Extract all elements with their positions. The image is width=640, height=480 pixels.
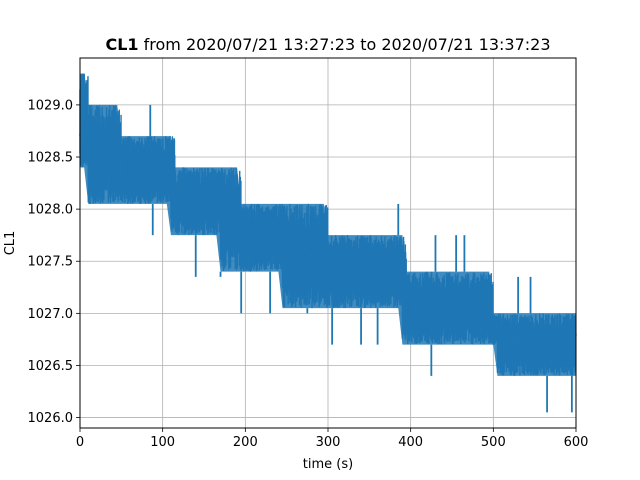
y-tick-label: 1028.0 xyxy=(28,203,74,218)
ticks: 0 100 200 300 400 500 600 1026.0 1026.5 1027.0 102… xyxy=(28,98,589,450)
x-axis-label: time (s) xyxy=(303,457,353,472)
y-tick-label: 1027.0 xyxy=(28,307,74,322)
x-tick-label: 300 xyxy=(316,435,341,450)
y-tick-label: 1027.5 xyxy=(28,255,74,270)
x-tick-label: 200 xyxy=(233,435,258,450)
x-tick-label: 500 xyxy=(481,435,506,450)
x-tick-label: 0 xyxy=(76,435,84,450)
signal-envelope xyxy=(80,73,576,376)
y-tick-label: 1026.5 xyxy=(28,359,74,374)
chart-title-rest: from 2020/07/21 13:27:23 to 2020/07/21 1… xyxy=(139,35,551,54)
plot-area xyxy=(79,73,577,413)
x-tick-label: 400 xyxy=(398,435,423,450)
chart-title: CL1 from 2020/07/21 13:27:23 to 2020/07/… xyxy=(105,35,550,54)
x-tick-label: 100 xyxy=(150,435,175,450)
series-line xyxy=(79,73,577,366)
chart-title-bold: CL1 xyxy=(105,35,138,54)
x-tick-label: 600 xyxy=(564,435,589,450)
y-axis-label: CL1 xyxy=(3,231,18,256)
y-tick-label: 1026.0 xyxy=(28,411,74,426)
y-tick-label: 1029.0 xyxy=(28,98,74,113)
y-tick-label: 1028.5 xyxy=(28,151,74,166)
